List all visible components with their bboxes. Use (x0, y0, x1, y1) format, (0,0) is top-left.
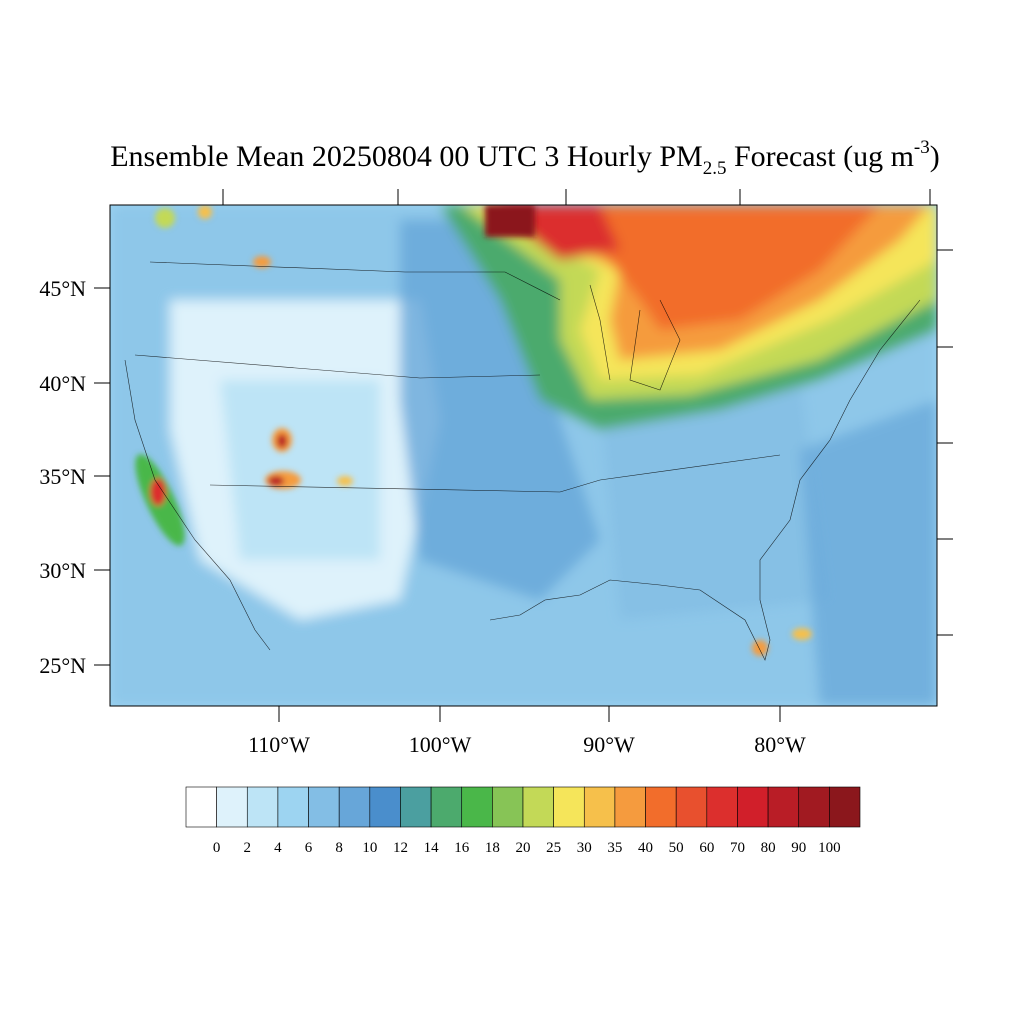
colorbar-box (522, 786, 554, 828)
colorbar-box (185, 786, 217, 828)
lon-label: 100°W (409, 732, 472, 757)
title-end: ) (930, 140, 940, 173)
colorbar-box (767, 786, 800, 828)
colorbar-label: 6 (305, 840, 313, 856)
colorbar-box (737, 786, 769, 828)
colorbar-box (430, 786, 463, 828)
colorbar-label: 18 (485, 840, 500, 856)
colorbar-box (829, 786, 861, 828)
colorbar-box (246, 786, 279, 828)
colorbar: 0 2 4 6 8 10 12 14 16 18 20 25 30 35 40 50 60 70 80 90 100 (185, 786, 861, 856)
title-superscript: -3 (914, 137, 930, 158)
axis-labels: 45°N 40°N 35°N 30°N 25°N 110°W 100°W 90°W 80°W (39, 276, 806, 757)
colorbar-box (277, 786, 309, 828)
colorbar-label: 4 (274, 840, 282, 856)
colorbar-box (553, 786, 585, 828)
colorbar-box (798, 786, 830, 828)
colorbar-label: 70 (730, 840, 745, 856)
title: Ensemble Mean 20250804 00 UTC 3 Hourly P… (110, 137, 940, 179)
colorbar-box (645, 786, 677, 828)
colorbar-label: 90 (791, 840, 806, 856)
colorbar-box (492, 786, 524, 828)
colorbar-label: 35 (607, 840, 622, 856)
colorbar-box (461, 786, 493, 828)
colorbar-box (216, 786, 248, 828)
map-frame (109, 204, 938, 707)
colorbar-label: 25 (546, 840, 561, 856)
colorbar-label: 80 (761, 840, 776, 856)
lat-label: 45°N (39, 276, 86, 301)
map-field (110, 205, 937, 706)
title-subscript: 2.5 (703, 158, 727, 179)
colorbar-label: 30 (577, 840, 592, 856)
colorbar-label: 16 (454, 840, 470, 856)
colorbar-label: 40 (638, 840, 653, 856)
axis-ticks (94, 189, 953, 722)
lon-label: 80°W (754, 732, 806, 757)
colorbar-label: 2 (244, 840, 252, 856)
colorbar-label: 0 (213, 840, 221, 856)
colorbar-label: 8 (335, 840, 343, 856)
colorbar-label: 14 (424, 840, 440, 856)
title-middle: Forecast (ug m (726, 140, 913, 173)
colorbar-box (583, 786, 616, 828)
colorbar-box (338, 786, 371, 828)
title-main: Ensemble Mean 20250804 00 UTC 3 Hourly P… (110, 140, 702, 173)
colorbar-label: 20 (516, 840, 531, 856)
colorbar-box (308, 786, 340, 828)
colorbar-label: 10 (362, 840, 377, 856)
colorbar-label: 50 (669, 840, 684, 856)
lat-label: 30°N (39, 558, 86, 583)
lat-label: 40°N (39, 371, 86, 396)
colorbar-box (675, 786, 708, 828)
colorbar-label: 12 (393, 840, 408, 856)
colorbar-box (400, 786, 432, 828)
colorbar-label: 60 (699, 840, 714, 856)
colorbar-box (369, 786, 401, 828)
lat-label: 25°N (39, 653, 86, 678)
colorbar-box (706, 786, 738, 828)
lat-label: 35°N (39, 464, 86, 489)
colorbar-label: 100 (818, 840, 841, 856)
lon-label: 110°W (248, 732, 310, 757)
colorbar-box (614, 786, 646, 828)
lon-label: 90°W (583, 732, 635, 757)
